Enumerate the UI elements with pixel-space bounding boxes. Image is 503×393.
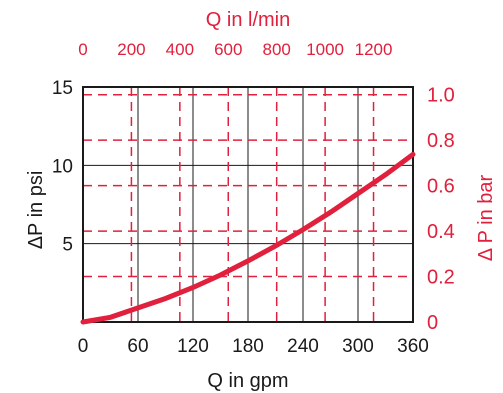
- tick-label-lpm: 400: [166, 40, 194, 59]
- series-curve: [80, 151, 416, 325]
- tick-label-bar: 0.2: [427, 267, 455, 289]
- tick-label-psi: 15: [52, 78, 73, 99]
- tick-label-psi: 5: [62, 235, 73, 256]
- plot-frame: [82, 86, 414, 323]
- tick-label-bar: 1.0: [427, 85, 455, 107]
- axis-title-left: ΔP in psi: [25, 171, 47, 250]
- tick-label-lpm: 600: [214, 40, 242, 59]
- tick-label-lpm: 1000: [306, 40, 344, 59]
- tick-label-gpm: 0: [78, 336, 89, 357]
- tick-label-bar: 0.6: [427, 176, 455, 198]
- tick-label-bar: 0: [427, 312, 438, 334]
- tick-label-bar: 0.8: [427, 130, 455, 152]
- tick-label-psi: 10: [52, 156, 73, 177]
- tick-label-gpm: 300: [342, 336, 374, 357]
- tick-label-gpm: 180: [232, 336, 264, 357]
- tick-label-lpm: 800: [263, 40, 291, 59]
- tick-label-gpm: 60: [127, 336, 148, 357]
- tick-label-bar: 0.4: [427, 221, 455, 243]
- tick-label-lpm: 0: [78, 40, 87, 59]
- axis-title-top: Q in l/min: [206, 9, 290, 31]
- tick-label-lpm: 1200: [355, 40, 393, 59]
- axis-title-right: Δ P in bar: [475, 174, 497, 261]
- grid: [83, 87, 413, 322]
- axis-title-bottom: Q in gpm: [207, 370, 288, 392]
- tick-label-gpm: 240: [287, 336, 319, 357]
- tick-label-gpm: 120: [177, 336, 209, 357]
- tick-label-lpm: 200: [117, 40, 145, 59]
- tick-label-gpm: 360: [397, 336, 429, 357]
